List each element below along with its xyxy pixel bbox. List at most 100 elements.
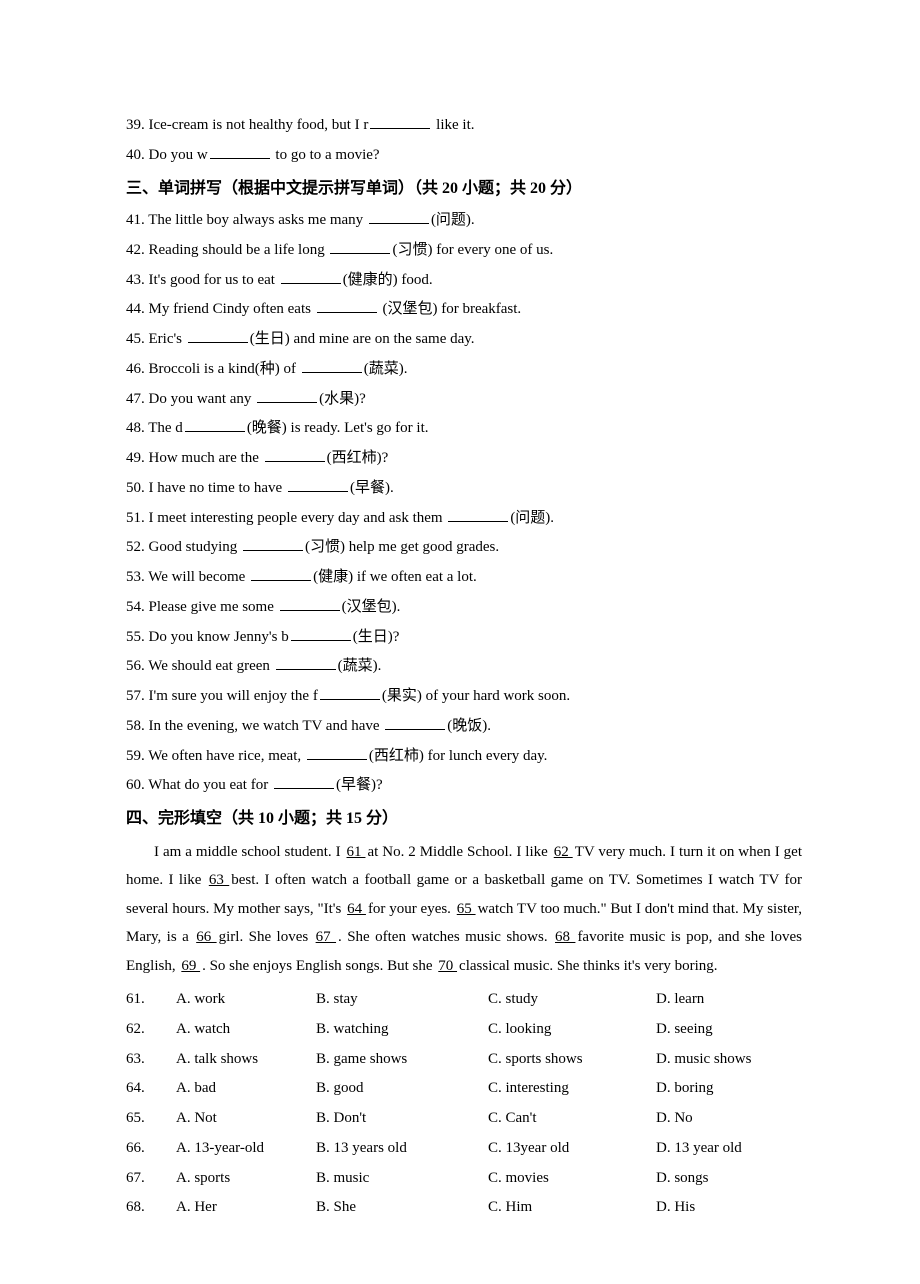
options-row-68: 68. A. HerB. SheC. HimD. His — [126, 1194, 802, 1222]
option-a[interactable]: A. work — [176, 986, 316, 1014]
q-num: 50. — [126, 480, 149, 496]
option-c[interactable]: C. sports shows — [488, 1046, 656, 1074]
q-after: (早餐). — [350, 480, 394, 496]
cloze-blank[interactable]: 68 — [553, 929, 577, 945]
option-b[interactable]: B. game shows — [316, 1046, 488, 1074]
cloze-blank[interactable]: 70 — [436, 958, 459, 974]
q-num: 46. — [126, 361, 149, 377]
question-53: 53. We will become (健康) if we often eat … — [126, 564, 802, 592]
q-before: We often have rice, meat, — [148, 748, 305, 764]
blank[interactable] — [274, 775, 334, 789]
passage-text: . So she enjoys English songs. But she — [202, 958, 436, 974]
cloze-blank[interactable]: 63 — [207, 872, 231, 888]
blank[interactable] — [330, 240, 390, 254]
q-after: (生日) and mine are on the same day. — [250, 331, 475, 347]
q-num: 54. — [126, 599, 149, 615]
passage-text: girl. She loves — [219, 929, 314, 945]
cloze-blank[interactable]: 66 — [194, 929, 218, 945]
q-before: The d — [148, 420, 183, 436]
q-after: (问题). — [431, 212, 475, 228]
blank[interactable] — [243, 537, 303, 551]
question-54: 54. Please give me some (汉堡包). — [126, 594, 802, 622]
blank[interactable] — [317, 299, 377, 313]
blank[interactable] — [369, 210, 429, 224]
q-num: 59. — [126, 748, 148, 764]
q-after: (生日)? — [353, 629, 400, 645]
blank[interactable] — [265, 448, 325, 462]
blank[interactable] — [257, 389, 317, 403]
option-a[interactable]: A. talk shows — [176, 1046, 316, 1074]
option-d[interactable]: D. seeing — [656, 1016, 802, 1044]
option-b[interactable]: B. She — [316, 1194, 488, 1222]
question-50: 50. I have no time to have (早餐). — [126, 475, 802, 503]
question-44: 44. My friend Cindy often eats (汉堡包) for… — [126, 296, 802, 324]
cloze-blank[interactable]: 61 — [345, 844, 368, 860]
option-b[interactable]: B. stay — [316, 986, 488, 1014]
blank[interactable] — [307, 746, 367, 760]
option-c[interactable]: C. Him — [488, 1194, 656, 1222]
blank[interactable] — [210, 145, 270, 159]
option-d[interactable]: D. His — [656, 1194, 802, 1222]
option-b[interactable]: B. 13 years old — [316, 1135, 488, 1163]
option-b[interactable]: B. watching — [316, 1016, 488, 1044]
question-60: 60. What do you eat for (早餐)? — [126, 772, 802, 800]
option-a[interactable]: A. sports — [176, 1165, 316, 1193]
q-after: (水果)? — [319, 391, 366, 407]
option-d[interactable]: D. music shows — [656, 1046, 802, 1074]
question-42: 42. Reading should be a life long (习惯) f… — [126, 237, 802, 265]
q-after: (蔬菜). — [364, 361, 408, 377]
blank[interactable] — [276, 656, 336, 670]
option-d[interactable]: D. learn — [656, 986, 802, 1014]
option-a[interactable]: A. 13-year-old — [176, 1135, 316, 1163]
blank[interactable] — [320, 686, 380, 700]
cloze-blank[interactable]: 67 — [314, 929, 338, 945]
blank[interactable] — [251, 567, 311, 581]
question-51: 51. I meet interesting people every day … — [126, 505, 802, 533]
q-after: (汉堡包). — [342, 599, 401, 615]
blank[interactable] — [370, 115, 430, 129]
option-d[interactable]: D. songs — [656, 1165, 802, 1193]
blank[interactable] — [188, 329, 248, 343]
option-d[interactable]: D. boring — [656, 1075, 802, 1103]
option-a[interactable]: A. bad — [176, 1075, 316, 1103]
cloze-blank[interactable]: 62 — [552, 844, 575, 860]
opt-num: 65. — [126, 1105, 176, 1133]
option-d[interactable]: D. 13 year old — [656, 1135, 802, 1163]
cloze-blank[interactable]: 65 — [455, 901, 478, 917]
option-c[interactable]: C. movies — [488, 1165, 656, 1193]
question-39: 39. Ice-cream is not healthy food, but I… — [126, 112, 802, 140]
options-row-64: 64. A. badB. goodC. interestingD. boring — [126, 1075, 802, 1103]
option-c[interactable]: C. 13year old — [488, 1135, 656, 1163]
cloze-blank[interactable]: 69 — [179, 958, 202, 974]
option-c[interactable]: C. interesting — [488, 1075, 656, 1103]
option-c[interactable]: C. study — [488, 986, 656, 1014]
options-row-63: 63. A. talk showsB. game showsC. sports … — [126, 1046, 802, 1074]
blank[interactable] — [291, 627, 351, 641]
question-43: 43. It's good for us to eat (健康的) food. — [126, 267, 802, 295]
q-before: Reading should be a life long — [149, 242, 329, 258]
option-d[interactable]: D. No — [656, 1105, 802, 1133]
option-b[interactable]: B. music — [316, 1165, 488, 1193]
opt-num: 61. — [126, 986, 176, 1014]
q-after: (习惯) for every one of us. — [392, 242, 553, 258]
blank[interactable] — [385, 716, 445, 730]
option-a[interactable]: A. Not — [176, 1105, 316, 1133]
option-c[interactable]: C. looking — [488, 1016, 656, 1044]
blank[interactable] — [288, 478, 348, 492]
option-a[interactable]: A. Her — [176, 1194, 316, 1222]
option-c[interactable]: C. Can't — [488, 1105, 656, 1133]
blank[interactable] — [185, 418, 245, 432]
blank[interactable] — [281, 270, 341, 284]
option-a[interactable]: A. watch — [176, 1016, 316, 1044]
blank[interactable] — [448, 508, 508, 522]
cloze-blank[interactable]: 64 — [345, 901, 368, 917]
options-row-67: 67. A. sportsB. musicC. moviesD. songs — [126, 1165, 802, 1193]
blank[interactable] — [280, 597, 340, 611]
option-b[interactable]: B. good — [316, 1075, 488, 1103]
q-after: (问题). — [510, 510, 554, 526]
blank[interactable] — [302, 359, 362, 373]
q-before: Do you w — [149, 147, 208, 163]
q-num: 56. — [126, 658, 148, 674]
option-b[interactable]: B. Don't — [316, 1105, 488, 1133]
passage-text: I am a middle school student. I — [154, 844, 345, 860]
